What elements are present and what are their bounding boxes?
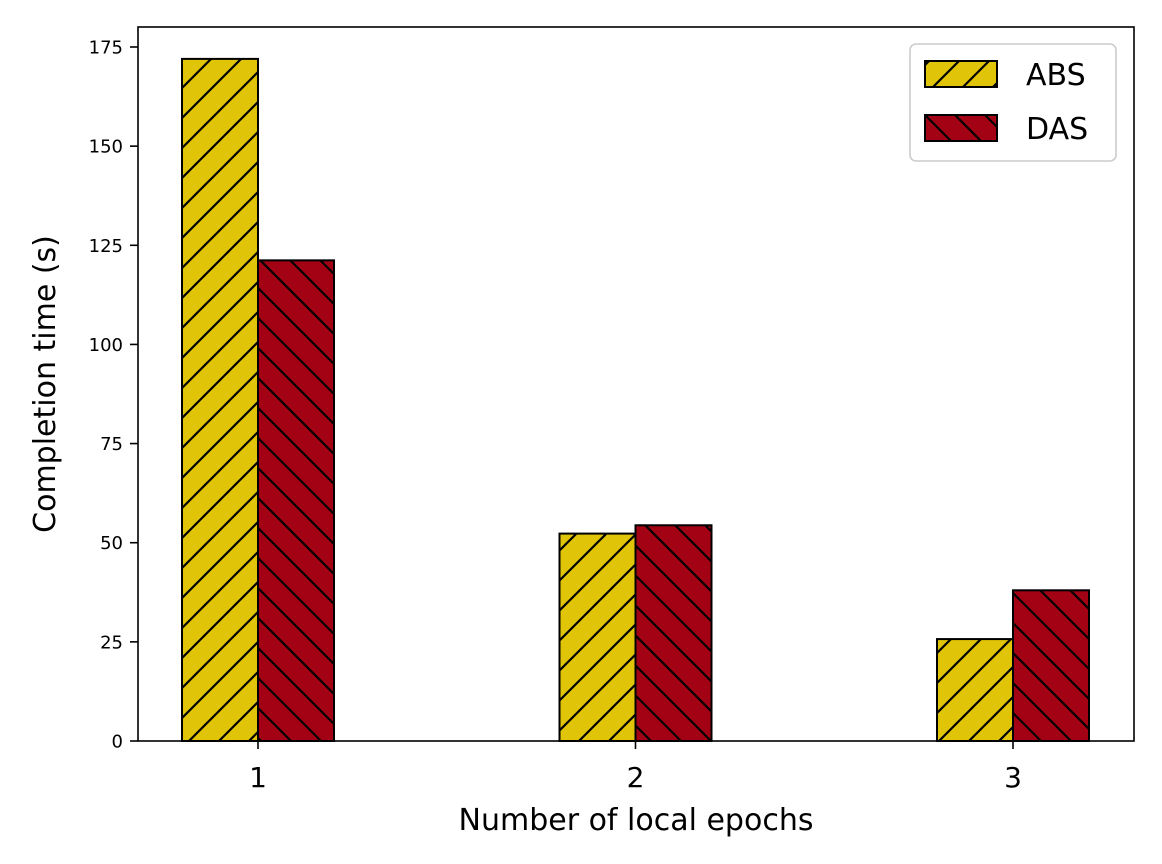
legend-swatch-das-hatch xyxy=(924,114,998,142)
x-axis-label: Number of local epochs xyxy=(459,803,814,838)
y-tick-label-25: 25 xyxy=(100,632,123,653)
x-tick-label-1: 1 xyxy=(249,761,267,794)
legend: ABS DAS xyxy=(909,43,1117,162)
legend-label-das: DAS xyxy=(1026,112,1088,147)
legend-swatch-abs-hatch xyxy=(924,60,998,88)
y-tick-label-75: 75 xyxy=(100,434,123,455)
legend-label-abs: ABS xyxy=(1026,58,1086,93)
bar-das-3-hatch xyxy=(1012,589,1090,742)
bar-das-2-hatch xyxy=(634,524,713,743)
y-tick-label-50: 50 xyxy=(100,533,123,554)
x-tick-label-3: 3 xyxy=(1004,761,1022,794)
y-tick-label-100: 100 xyxy=(89,335,123,356)
y-tick-label-125: 125 xyxy=(89,236,123,257)
y-axis-label: Completion time (s) xyxy=(28,235,63,533)
bar-abs-3-hatch xyxy=(936,638,1014,742)
bar-abs-1-hatch xyxy=(181,57,259,743)
x-tick-label-2: 2 xyxy=(627,761,645,794)
y-tick-label-0: 0 xyxy=(112,732,123,753)
bar-abs-2-hatch xyxy=(558,532,637,742)
y-tick-label-150: 150 xyxy=(89,137,123,158)
bar-das-1-hatch xyxy=(257,259,335,742)
y-tick-label-175: 175 xyxy=(89,38,123,59)
